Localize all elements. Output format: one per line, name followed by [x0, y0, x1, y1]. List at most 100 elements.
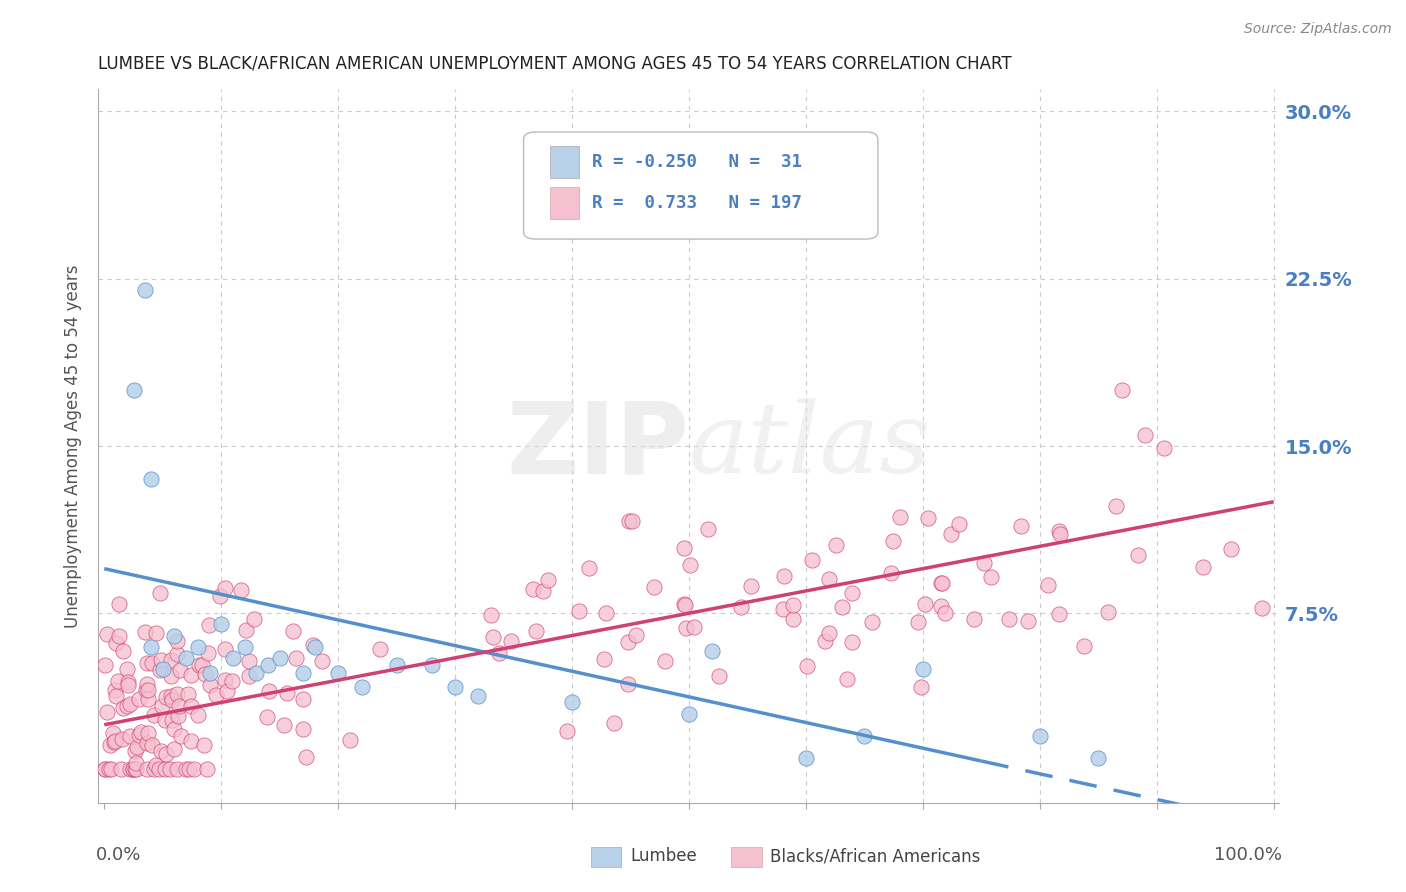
Point [730, 599, 752, 614]
Point [488, 646, 510, 660]
Point [1191, 559, 1213, 574]
Point [531, 583, 554, 598]
Point [135, 677, 157, 691]
Point [141, 738, 163, 752]
Point [153, 762, 176, 776]
Point [882, 533, 904, 548]
Point [467, 689, 489, 703]
Point [616, 635, 638, 649]
Point [801, 552, 824, 566]
Point [841, 586, 863, 600]
Point [672, 597, 695, 611]
Point [221, 674, 243, 689]
Text: atlas: atlas [689, 399, 932, 493]
Point [135, 682, 157, 697]
Point [198, 678, 221, 692]
Point [235, 623, 257, 637]
Point [167, 708, 190, 723]
Point [180, 734, 202, 748]
Point [97, 762, 120, 776]
Point [368, 641, 391, 656]
Point [907, 615, 929, 630]
Point [479, 608, 502, 623]
Point [911, 662, 934, 676]
Point [624, 628, 647, 642]
Point [145, 758, 167, 772]
Point [292, 692, 315, 706]
Point [96, 627, 118, 641]
Point [831, 599, 853, 614]
Point [602, 716, 624, 731]
Point [104, 682, 127, 697]
Point [143, 762, 166, 776]
Point [1219, 541, 1241, 556]
Point [592, 652, 614, 666]
Point [198, 618, 221, 632]
Point [187, 708, 209, 723]
Text: 0.0%: 0.0% [96, 846, 142, 863]
Point [208, 590, 231, 604]
Point [128, 692, 150, 706]
Point [124, 762, 146, 776]
Point [198, 666, 221, 681]
FancyBboxPatch shape [523, 132, 877, 239]
Point [141, 657, 163, 671]
Point [385, 657, 408, 672]
Point [837, 673, 859, 687]
Text: R =  0.733   N = 197: R = 0.733 N = 197 [592, 194, 801, 212]
Point [115, 699, 138, 714]
Point [1105, 499, 1128, 513]
Point [939, 527, 962, 541]
Point [537, 573, 560, 587]
Point [163, 628, 186, 642]
Point [292, 666, 315, 681]
Point [155, 690, 177, 704]
Point [143, 707, 166, 722]
Point [257, 683, 280, 698]
Point [120, 697, 142, 711]
Point [174, 762, 197, 776]
Point [122, 762, 145, 776]
Point [214, 673, 236, 687]
Point [620, 514, 643, 528]
Point [214, 581, 236, 595]
Point [145, 626, 167, 640]
Point [889, 509, 911, 524]
Point [197, 646, 219, 660]
Point [1111, 384, 1133, 398]
Point [103, 735, 125, 749]
Point [174, 651, 197, 665]
Point [702, 644, 724, 658]
Point [108, 628, 131, 642]
Point [188, 658, 211, 673]
Point [672, 541, 695, 555]
Point [125, 739, 148, 754]
Point [169, 663, 191, 677]
FancyBboxPatch shape [550, 187, 579, 219]
Point [880, 566, 903, 580]
Point [772, 601, 794, 615]
Point [524, 624, 547, 638]
Point [675, 621, 697, 635]
Point [1251, 600, 1274, 615]
Point [929, 576, 952, 591]
Point [817, 572, 839, 586]
Point [94, 658, 117, 673]
Point [214, 641, 236, 656]
Point [194, 666, 217, 681]
Point [121, 762, 143, 776]
Point [180, 668, 202, 682]
Point [98, 738, 121, 752]
Point [673, 598, 696, 612]
Text: Blacks/African Americans: Blacks/African Americans [770, 847, 981, 865]
Point [773, 568, 796, 582]
Point [136, 692, 159, 706]
Point [568, 604, 591, 618]
Point [1128, 549, 1150, 563]
Point [980, 570, 1002, 584]
Point [1097, 605, 1119, 619]
Point [177, 762, 200, 776]
Point [934, 606, 956, 620]
Point [304, 640, 326, 654]
Point [350, 680, 373, 694]
